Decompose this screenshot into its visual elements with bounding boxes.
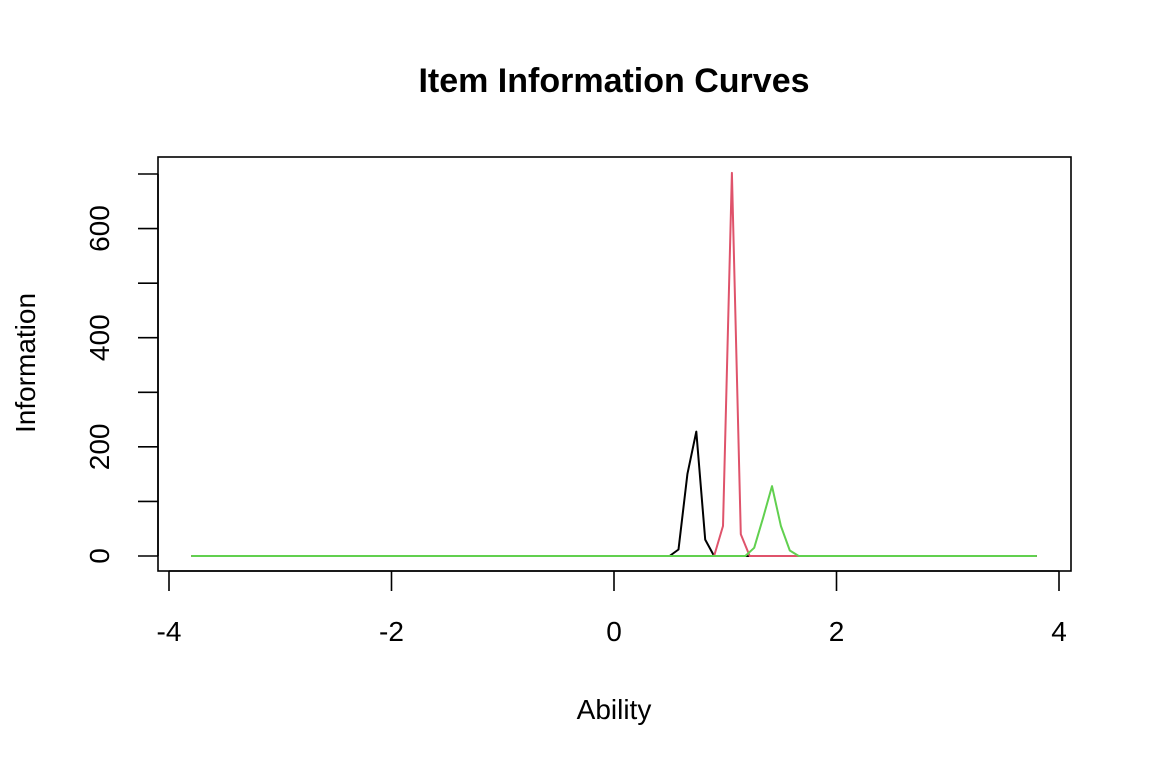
- y-axis-title: Information: [10, 293, 41, 433]
- x-tick-label: -2: [379, 616, 404, 647]
- series-line-2: [191, 171, 1037, 557]
- x-axis: -4 -2 0 2 4: [157, 570, 1067, 647]
- x-tick-label: 0: [606, 616, 622, 647]
- x-tick-label: -4: [157, 616, 182, 647]
- y-tick-label: 200: [84, 423, 115, 470]
- x-tick-label: 2: [829, 616, 845, 647]
- y-tick-label: 400: [84, 314, 115, 361]
- y-tick-label: 600: [84, 205, 115, 252]
- plot-frame: [157, 156, 1072, 572]
- series-line-1: [191, 430, 1037, 557]
- x-axis-title: Ability: [577, 694, 652, 725]
- series-layer: [191, 171, 1037, 557]
- series-line-3: [191, 485, 1037, 557]
- x-tick-label: 4: [1051, 616, 1067, 647]
- chart-title: Item Information Curves: [418, 62, 809, 100]
- y-tick-label: 0: [84, 548, 115, 564]
- y-axis: 0 200 400 600: [84, 173, 159, 564]
